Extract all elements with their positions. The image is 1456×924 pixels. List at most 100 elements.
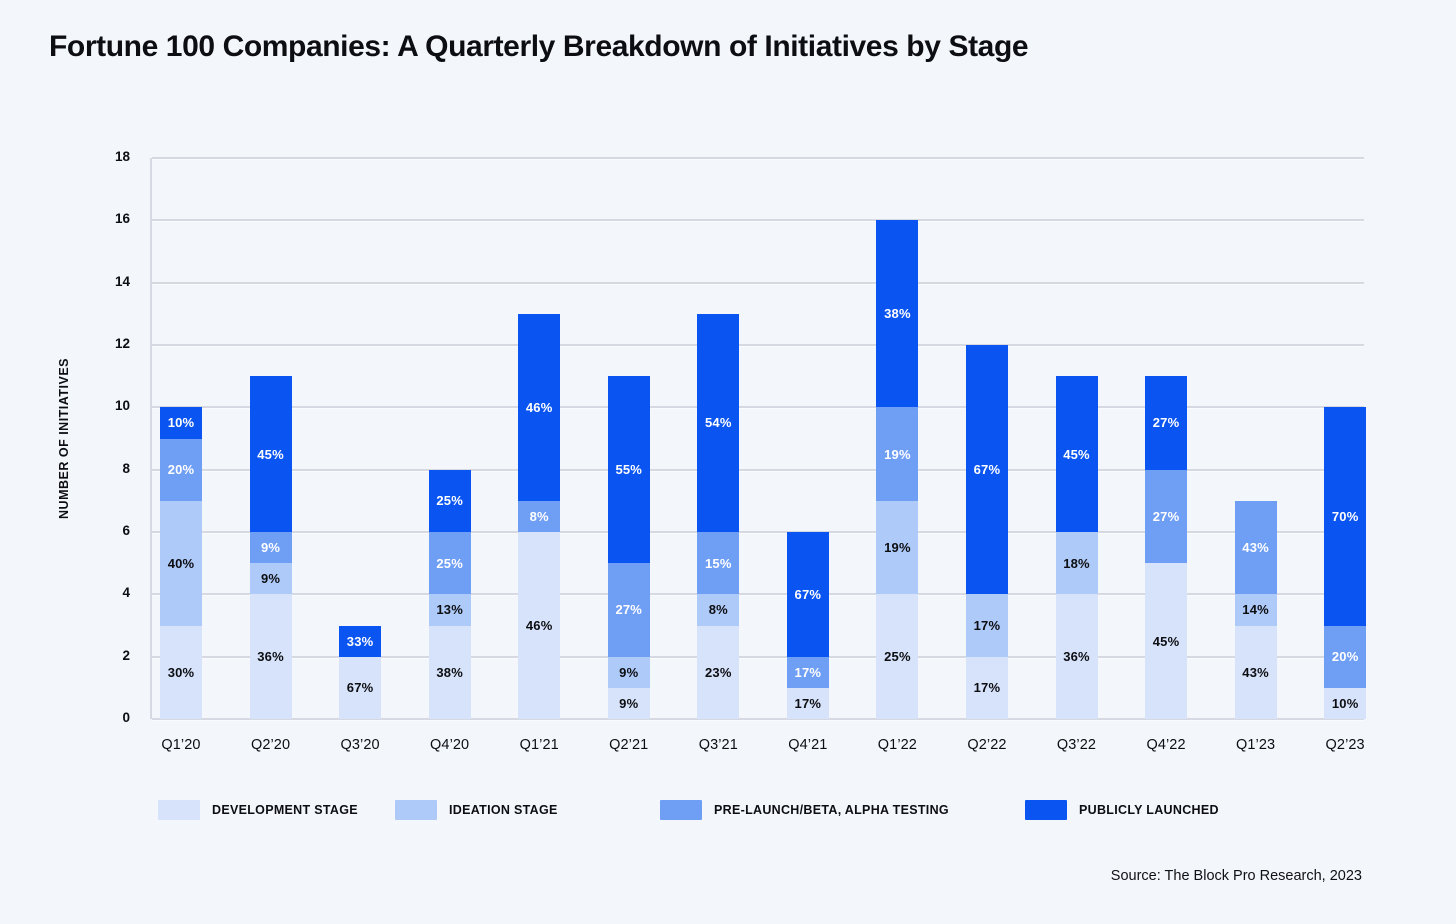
x-tick-label-q2-22: Q2’22 — [967, 737, 1007, 753]
gridline-0 — [152, 718, 1364, 720]
bar-segment-prelaunch: 43% — [1234, 500, 1277, 595]
segment-percent-label: 19% — [884, 540, 911, 556]
bar-segment-prelaunch: 25% — [428, 532, 471, 595]
segment-percent-label: 23% — [704, 664, 732, 680]
segment-percent-label: 43% — [1242, 540, 1269, 556]
legend-label-prelaunch: PRE-LAUNCH/BETA, ALPHA TESTING — [714, 803, 949, 817]
segment-percent-label: 8% — [529, 508, 549, 524]
x-tick-label-q1-23: Q1’23 — [1235, 737, 1276, 753]
legend-swatch-launched — [1025, 800, 1067, 820]
bar-segment-launched: 67% — [965, 345, 1008, 595]
bar-segment-development: 10% — [1324, 687, 1367, 719]
bar-q2-22: 17% 17% 67% — [965, 158, 1008, 719]
bar-segment-prelaunch: 20% — [160, 438, 202, 501]
bar-segment-ideation: 19% — [876, 500, 919, 595]
bar-q1-22: 25% 19% 19% 38% — [876, 158, 919, 719]
bar-segment-ideation: 13% — [428, 594, 471, 626]
bar-q2-20: 36% 9% 9% 45% — [249, 158, 292, 719]
segment-percent-label: 20% — [167, 462, 195, 478]
bar-segment-launched: 33% — [339, 625, 382, 657]
chart-title: Fortune 100 Companies: A Quarterly Break… — [49, 30, 1029, 63]
legend-swatch-development — [158, 800, 200, 820]
legend-item-prelaunch: PRE-LAUNCH/BETA, ALPHA TESTING — [660, 795, 949, 825]
bar-segment-launched: 46% — [518, 313, 561, 501]
x-tick-label-q2-20: Q2’20 — [250, 737, 291, 753]
segment-percent-label: 17% — [794, 664, 822, 680]
bar-segment-launched: 45% — [249, 376, 292, 532]
segment-percent-label: 15% — [704, 555, 732, 571]
y-tick-label-16: 16 — [114, 211, 130, 227]
legend-item-development: DEVELOPMENT STAGE — [158, 795, 358, 825]
gridline-8 — [152, 468, 1364, 471]
bar-segment-prelaunch: 20% — [1324, 625, 1367, 688]
bar-q3-21: 23% 8% 15% 54% — [697, 158, 740, 719]
y-axis-title: NUMBER OF INITIATIVES — [52, 158, 76, 719]
gridline-2 — [152, 655, 1364, 658]
segment-percent-label: 25% — [436, 493, 463, 509]
bar-segment-ideation: 9% — [607, 656, 650, 688]
bar-segment-development: 17% — [965, 656, 1008, 719]
segment-percent-label: 17% — [973, 618, 1001, 633]
bar-segment-prelaunch: 17% — [786, 656, 829, 688]
x-tick-label-q2-21: Q2’21 — [609, 737, 649, 753]
segment-percent-label: 25% — [436, 555, 463, 571]
bar-q1-20: 30% 40% 20% 10% — [160, 158, 202, 719]
segment-percent-label: 27% — [1152, 415, 1180, 431]
segment-percent-label: 36% — [1063, 649, 1090, 665]
bar-segment-prelaunch: 9% — [249, 532, 292, 564]
bar-segment-prelaunch: 27% — [607, 563, 650, 657]
segment-percent-label: 27% — [1152, 508, 1180, 524]
segment-percent-label: 45% — [257, 446, 284, 462]
legend-item-launched: PUBLICLY LAUNCHED — [1025, 795, 1219, 825]
bar-segment-launched: 54% — [697, 313, 740, 532]
segment-percent-label: 54% — [704, 415, 732, 431]
bar-segment-ideation: 9% — [249, 563, 292, 595]
segment-percent-label: 45% — [1063, 446, 1090, 462]
x-tick-label-q4-20: Q4’20 — [430, 737, 470, 753]
segment-percent-label: 45% — [1152, 633, 1180, 649]
bar-q1-23: 43% 14% 43% — [1234, 158, 1277, 719]
bar-segment-launched: 27% — [1145, 376, 1188, 470]
bar-segment-development: 36% — [1055, 594, 1098, 719]
bar-q1-21: 46% 8% 46% — [518, 158, 561, 719]
bar-segment-prelaunch: 19% — [876, 407, 919, 501]
y-axis-title-text: NUMBER OF INITIATIVES — [57, 358, 71, 519]
bar-segment-launched: 38% — [876, 220, 919, 408]
segment-percent-label: 14% — [1242, 602, 1269, 618]
bar-q2-21: 9% 9% 27% 55% — [607, 158, 650, 719]
bar-segment-launched: 55% — [607, 376, 650, 564]
bar-segment-development: 46% — [518, 532, 561, 719]
x-tick-label-q1-22: Q1’22 — [877, 737, 917, 753]
segment-percent-label: 55% — [615, 462, 643, 478]
y-tick-label-18: 18 — [114, 149, 130, 164]
bar-segment-launched: 67% — [786, 532, 829, 657]
bar-q4-22: 45% 27% 27% — [1145, 158, 1188, 719]
y-tick-label-2: 2 — [122, 647, 130, 663]
segment-percent-label: 46% — [525, 399, 553, 415]
bar-segment-development: 38% — [428, 625, 471, 719]
plot-area: NUMBER OF INITIATIVES 0 2 4 6 8 10 12 14 16 18 30%… — [57, 149, 1367, 753]
y-tick-label-14: 14 — [114, 273, 130, 289]
y-tick-label-4: 4 — [122, 585, 130, 601]
segment-percent-label: 10% — [167, 415, 195, 431]
gridline-14 — [152, 281, 1364, 284]
bar-segment-development: 30% — [160, 625, 202, 719]
y-tick-label-12: 12 — [114, 336, 130, 351]
gridline-16 — [152, 219, 1364, 222]
bar-q3-20: 67% 33% — [339, 158, 382, 719]
segment-percent-label: 13% — [436, 602, 463, 618]
x-tick-label-q4-21: Q4’21 — [788, 737, 828, 753]
bar-segment-launched: 45% — [1055, 376, 1098, 532]
segment-percent-label: 30% — [167, 664, 195, 680]
bar-segment-ideation: 14% — [1234, 594, 1277, 626]
gridline-4 — [152, 593, 1364, 596]
segment-percent-label: 17% — [973, 680, 1001, 696]
bar-segment-development: 45% — [1145, 563, 1188, 719]
bar-segment-ideation: 40% — [160, 500, 202, 626]
segment-percent-label: 20% — [1331, 649, 1359, 665]
legend-label-launched: PUBLICLY LAUNCHED — [1079, 803, 1219, 817]
bar-segment-development: 67% — [339, 656, 382, 719]
segment-percent-label: 17% — [794, 695, 822, 711]
segment-percent-label: 43% — [1242, 664, 1269, 680]
segment-percent-label: 38% — [436, 664, 463, 680]
